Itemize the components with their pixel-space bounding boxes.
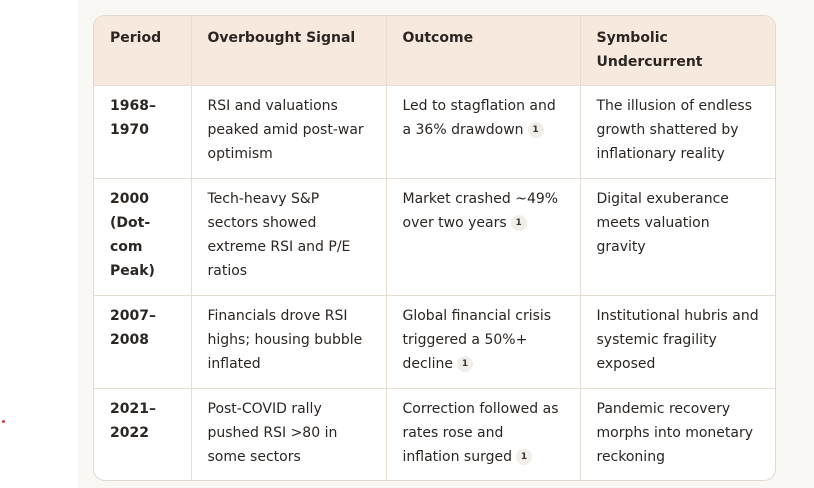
cell-outcome: Led to stagflation and a 36% drawdown 1 bbox=[386, 85, 581, 179]
citation-badge[interactable]: 1 bbox=[527, 121, 544, 138]
marker-dot bbox=[2, 420, 5, 423]
cell-period: 2000 (Dot-com Peak) bbox=[94, 178, 192, 296]
cell-signal: Post-COVID rally pushed RSI >80 in some … bbox=[191, 388, 387, 480]
header-outcome: Outcome bbox=[386, 16, 581, 86]
citation-badge[interactable]: 1 bbox=[456, 355, 473, 372]
citation-badge[interactable]: 1 bbox=[510, 214, 527, 231]
cell-signal: Tech-heavy S&P sectors showed extreme RS… bbox=[191, 178, 387, 296]
comparison-table-container: Period Overbought Signal Outcome Symboli… bbox=[93, 15, 776, 481]
cell-undercurrent: Pandemic recovery morphs into monetary r… bbox=[596, 400, 754, 465]
outcome-text: Correction followed as rates rose and in… bbox=[402, 400, 559, 465]
cell-undercurrent: Digital exuberance meets valuation gravi… bbox=[580, 178, 775, 296]
header-symbolic-undercurrent: Symbolic Undercurrent bbox=[580, 16, 775, 86]
comparison-table: Period Overbought Signal Outcome Symboli… bbox=[94, 16, 775, 480]
table-row: 2000 (Dot-com Peak) Tech-heavy S&P secto… bbox=[94, 178, 775, 296]
table-header-row: Period Overbought Signal Outcome Symboli… bbox=[94, 16, 775, 86]
table-row: 1968–1970 RSI and valuations peaked amid… bbox=[94, 85, 775, 179]
cell-period: 2021–2022 bbox=[94, 388, 192, 480]
cell-outcome: Global financial crisis triggered a 50%+… bbox=[386, 295, 581, 389]
table-row: 2007–2008 Financials drove RSI highs; ho… bbox=[94, 295, 775, 389]
header-period: Period bbox=[94, 16, 192, 86]
cell-undercurrent: Institutional hubris and systemic fragil… bbox=[580, 295, 775, 389]
cell-outcome: Correction followed as rates rose and in… bbox=[386, 388, 581, 480]
cell-signal: RSI and valuations peaked amid post-war … bbox=[191, 85, 387, 179]
cell-signal: Financials drove RSI highs; housing bubb… bbox=[191, 295, 387, 389]
cell-undercurrent: The illusion of endless growth shattered… bbox=[580, 85, 775, 179]
cell-period: 1968–1970 bbox=[94, 85, 192, 179]
header-overbought-signal: Overbought Signal bbox=[191, 16, 387, 86]
outcome-text: Led to stagflation and a 36% drawdown bbox=[402, 97, 556, 138]
citation-badge[interactable]: 1 bbox=[516, 448, 532, 465]
cell-outcome: Market crashed ~49% over two years 1 bbox=[386, 178, 581, 296]
cell-period: 2007–2008 bbox=[94, 295, 192, 389]
outcome-text: Global financial crisis triggered a 50%+… bbox=[402, 307, 552, 372]
outcome-text: Market crashed ~49% over two years bbox=[402, 190, 559, 231]
table-row: 2021–2022 Post-COVID rally pushed RSI >8… bbox=[94, 388, 775, 480]
